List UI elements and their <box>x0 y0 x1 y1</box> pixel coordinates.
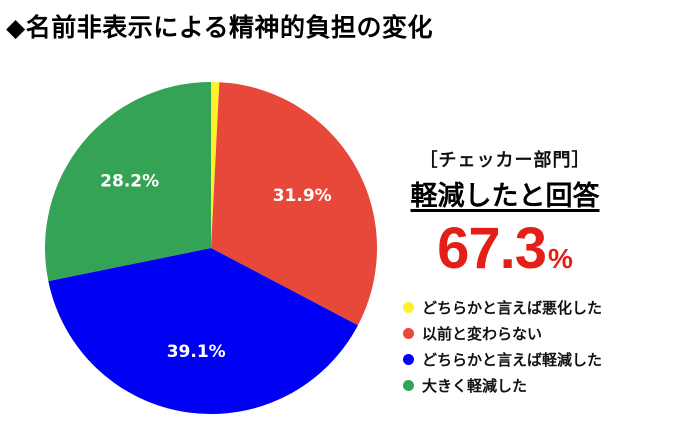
legend-label: どちらかと言えば軽減した <box>422 350 603 369</box>
legend-item: どちらかと言えば悪化した <box>403 294 602 320</box>
summary-value-unit: % <box>547 243 573 274</box>
slice-value-label: 39.1% <box>167 342 226 362</box>
legend-label: 大きく軽減した <box>422 376 528 395</box>
chart-title: ◆名前非表示による精神的負担の変化 <box>6 13 433 42</box>
pie-slice <box>45 82 212 282</box>
summary-value-number: 67.3 <box>437 216 547 281</box>
summary-callout: ［チェッカー部門］ 軽減したと回答 67.3% <box>400 146 610 282</box>
legend-label: どちらかと言えば悪化した <box>422 298 603 317</box>
legend-swatch <box>403 353 414 365</box>
legend-item: どちらかと言えば軽減した <box>403 346 602 372</box>
pie-slice <box>48 248 358 414</box>
section-label: ［チェッカー部門］ <box>419 150 591 171</box>
pie-slice <box>211 82 220 248</box>
legend-item: 以前と変わらない <box>403 320 602 346</box>
legend-swatch <box>403 379 414 391</box>
legend-item: 大きく軽減した <box>403 372 602 398</box>
legend-swatch <box>403 327 414 339</box>
pie-slice <box>211 82 377 326</box>
summary-value: 67.3% <box>400 215 610 282</box>
legend-label: 以前と変わらない <box>422 324 543 343</box>
slice-value-label: 28.2% <box>100 172 159 192</box>
summary-headline: 軽減したと回答 <box>410 181 600 212</box>
legend-swatch <box>403 301 414 313</box>
legend: どちらかと言えば悪化した 以前と変わらない どちらかと言えば軽減した 大きく軽減… <box>403 294 602 398</box>
slice-value-label: 31.9% <box>273 186 332 206</box>
